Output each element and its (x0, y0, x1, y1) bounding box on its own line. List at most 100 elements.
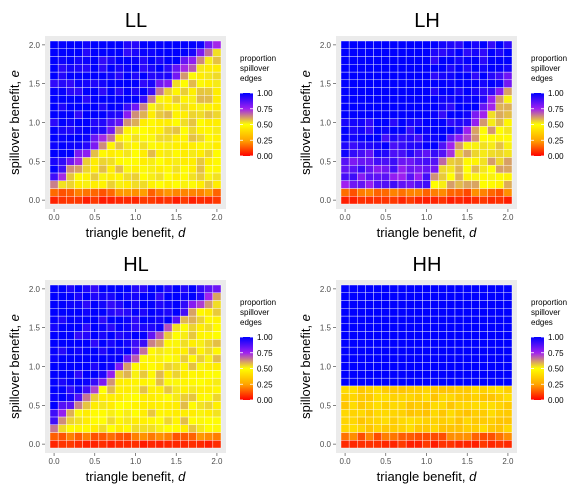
heatmap-cell (397, 362, 407, 371)
heatmap-cell (503, 284, 513, 293)
heatmap-cell (74, 424, 83, 433)
heatmap-svg: LL0.0 0.5 1.0 1.5 2.00.00.51.01.52.0triangle… (7, 10, 276, 240)
heatmap-cell (438, 308, 448, 317)
y-tick-label: 1.5 (29, 324, 41, 333)
heatmap-cell (196, 401, 205, 410)
heatmap-cell (131, 370, 140, 379)
heatmap-cell (171, 300, 181, 309)
heatmap-cell (454, 40, 464, 49)
heatmap-cell (74, 401, 83, 410)
heatmap-cell (74, 362, 83, 371)
heatmap-cell (155, 110, 165, 119)
heatmap-cell (212, 354, 222, 363)
heatmap-cell (430, 408, 439, 418)
heatmap-cell (495, 196, 505, 205)
heatmap-cell (147, 292, 157, 301)
heatmap-cell (139, 118, 148, 127)
heatmap-cell (471, 424, 480, 433)
heatmap-cell (495, 300, 505, 309)
heatmap-cell (90, 424, 100, 433)
heatmap-cell (49, 354, 59, 363)
heatmap-cell (348, 95, 358, 104)
heatmap-cell (471, 377, 480, 387)
heatmap-cell (340, 188, 350, 197)
heatmap-cell (204, 331, 214, 340)
heatmap-cell (123, 79, 132, 88)
heatmap-cell (348, 308, 358, 317)
heatmap-cell (454, 149, 464, 158)
x-tick-label: 2.0 (502, 457, 514, 466)
heatmap-cell (405, 64, 415, 73)
heatmap-cell (430, 432, 439, 441)
heatmap-cell (381, 71, 391, 81)
heatmap-cell (155, 95, 165, 104)
heatmap-cell (381, 292, 391, 301)
heatmap-cell (155, 339, 165, 348)
heatmap-cell (106, 354, 116, 363)
heatmap-cell (479, 393, 488, 402)
heatmap-cell (155, 71, 165, 81)
heatmap-cell (196, 40, 205, 49)
heatmap-cell (212, 362, 222, 371)
heatmap-cell (147, 64, 157, 73)
heatmap-cell (98, 40, 108, 49)
heatmap-cell (123, 87, 132, 96)
heatmap-cell (357, 354, 366, 363)
heatmap-cell (74, 188, 83, 197)
heatmap-cell (446, 196, 456, 205)
heatmap-cell (204, 432, 214, 441)
heatmap-cell (98, 308, 108, 317)
heatmap-cell (74, 331, 83, 340)
heatmap-cell (462, 339, 472, 348)
heatmap-cell (503, 133, 513, 143)
heatmap-cell (66, 424, 75, 433)
heatmap-cell (98, 331, 108, 340)
heatmap-cell (212, 401, 222, 410)
heatmap-cell (147, 354, 157, 363)
heatmap-cell (414, 401, 423, 410)
heatmap-cell (495, 164, 505, 174)
heatmap-cell (487, 354, 496, 363)
heatmap-cell (212, 331, 222, 340)
heatmap-cell (49, 79, 59, 88)
heatmap-cell (180, 172, 189, 181)
heatmap-cell (430, 385, 439, 394)
heatmap-cell (438, 164, 448, 174)
heatmap-cell (495, 315, 505, 325)
heatmap-cell (66, 64, 75, 73)
heatmap-cell (188, 71, 197, 81)
heatmap-cell (365, 385, 374, 394)
heatmap-cell (479, 149, 488, 158)
heatmap-cell (487, 71, 496, 81)
heatmap-cell (357, 118, 366, 127)
heatmap-cell (180, 48, 189, 57)
heatmap-cell (438, 323, 448, 332)
heatmap-cell (471, 110, 480, 119)
heatmap-cell (414, 308, 423, 317)
heatmap-cell (49, 196, 59, 205)
heatmap-cell (479, 323, 488, 332)
heatmap-cell (348, 370, 358, 379)
heatmap-cell (98, 416, 108, 425)
heatmap-cell (357, 401, 366, 410)
heatmap-cell (471, 284, 480, 293)
heatmap-cell (123, 110, 132, 119)
heatmap-cell (188, 110, 197, 119)
heatmap-cell (188, 102, 197, 112)
heatmap-cell (446, 110, 456, 119)
heatmap-cell (163, 362, 173, 371)
heatmap-cell (106, 64, 116, 73)
heatmap-cell (357, 102, 366, 112)
heatmap-cell (49, 180, 59, 189)
heatmap-cell (389, 79, 399, 88)
heatmap-cell (503, 362, 513, 371)
heatmap-cell (212, 141, 222, 150)
heatmap-cell (196, 354, 205, 363)
heatmap-cell (106, 300, 116, 309)
heatmap-cell (139, 370, 148, 379)
heatmap-cell (196, 308, 205, 317)
heatmap-cell (357, 172, 366, 181)
heatmap-cell (397, 87, 407, 96)
heatmap-cell (454, 284, 464, 293)
heatmap-cell (446, 102, 456, 112)
